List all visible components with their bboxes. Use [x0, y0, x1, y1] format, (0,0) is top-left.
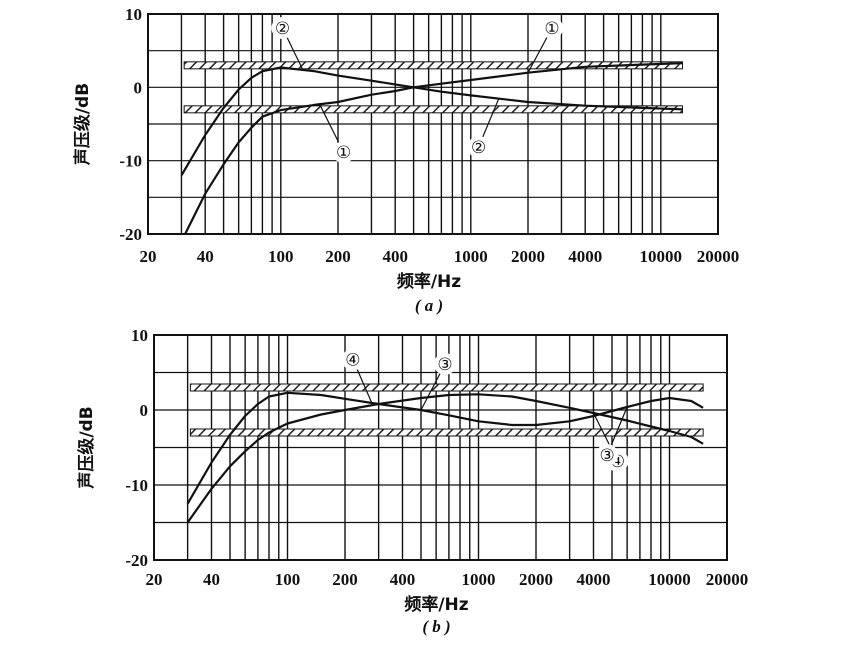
series-line-2 [180, 66, 683, 176]
x-tick-label: 1000 [462, 570, 496, 589]
x-tick-label: 10000 [648, 570, 691, 589]
callout-circle [467, 136, 490, 159]
x-tick-label: 20000 [706, 570, 749, 589]
tolerance-band-upper [183, 61, 683, 70]
callout: ③ [420, 353, 457, 411]
x-tick-label: 4000 [568, 247, 602, 266]
callout-label: ① [544, 19, 559, 39]
callout-label: ④ [345, 351, 360, 371]
series-line-1 [186, 391, 704, 505]
x-tick-label: 400 [382, 247, 408, 266]
y-tick-label: -20 [125, 551, 148, 570]
x-tick-label: 40 [203, 570, 220, 589]
x-tick-label: 4000 [576, 570, 610, 589]
callout: ② [271, 17, 303, 70]
y-tick-label: -10 [119, 152, 142, 171]
callout-label: ③ [600, 446, 615, 466]
series-line-2 [186, 393, 704, 524]
panel-caption: ( a ) [415, 296, 443, 315]
x-axis-label: 频率/Hz [397, 271, 461, 292]
x-tick-label: 100 [268, 247, 294, 266]
tolerance-band-upper [189, 383, 704, 392]
y-tick-label: 0 [134, 78, 143, 97]
panel-caption: ( b ) [422, 617, 450, 636]
callout-circle [596, 444, 619, 466]
x-tick-label: 200 [332, 570, 358, 589]
x-tick-label: 400 [390, 570, 416, 589]
grid [148, 14, 718, 234]
x-tick-label: 10000 [640, 247, 683, 266]
callout: ① [319, 103, 355, 164]
callout-circle [271, 17, 294, 39]
series-line-1 [183, 62, 683, 234]
y-tick-label: 10 [131, 326, 148, 345]
callout-circle [541, 17, 563, 39]
x-tick-label: 2000 [519, 570, 553, 589]
tolerance-band-lower [189, 428, 704, 437]
callout-label: ② [471, 138, 486, 158]
plot-frame [147, 13, 719, 235]
callout-circle [341, 348, 364, 371]
x-tick-label: 200 [325, 247, 351, 266]
callout: ③ [596, 406, 628, 466]
callout: ① [527, 17, 563, 73]
callout: ④ [341, 348, 374, 406]
callout-label: ① [336, 143, 351, 163]
callout-circle [332, 141, 355, 164]
y-tick-label: -20 [119, 225, 142, 244]
x-tick-label: 40 [197, 247, 214, 266]
x-tick-label: 2000 [511, 247, 545, 266]
x-tick-label: 1000 [454, 247, 488, 266]
x-axis-label: 频率/Hz [404, 594, 468, 615]
y-axis-label: 声压级/dB [76, 406, 97, 489]
x-tick-label: 20000 [697, 247, 740, 266]
callout: ② [467, 98, 500, 159]
y-axis-label: 声压级/dB [72, 83, 93, 166]
y-tick-label: 10 [125, 5, 142, 24]
callout-label: ② [275, 19, 290, 39]
plot-frame [153, 334, 728, 561]
x-tick-label: 20 [140, 247, 157, 266]
y-tick-label: -10 [125, 476, 148, 495]
y-tick-label: 0 [140, 401, 149, 420]
x-tick-label: 20 [146, 570, 163, 589]
callout-label: ③ [437, 355, 452, 375]
callout-circle [434, 353, 457, 375]
x-tick-label: 100 [275, 570, 301, 589]
